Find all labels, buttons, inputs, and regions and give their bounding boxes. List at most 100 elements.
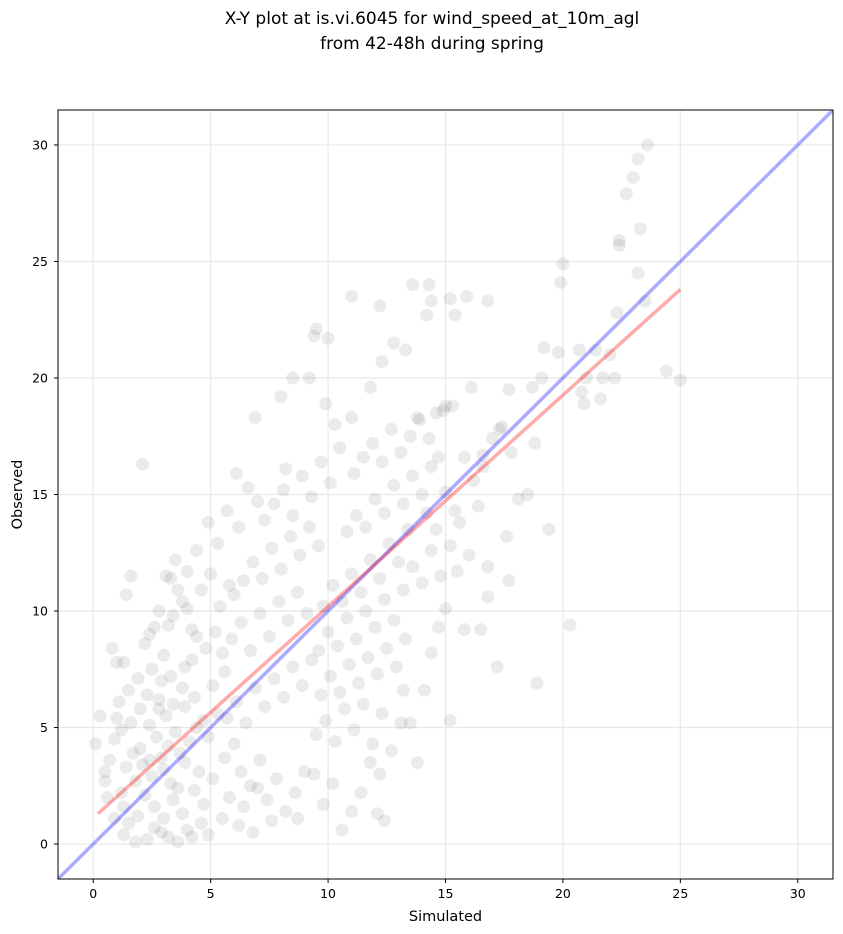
data-point <box>319 397 333 411</box>
scatter-points <box>89 138 687 849</box>
data-point <box>502 383 516 397</box>
data-point <box>171 835 185 849</box>
data-point <box>98 774 112 788</box>
data-point <box>274 390 288 404</box>
data-point <box>366 737 380 751</box>
data-point <box>175 595 189 609</box>
data-point <box>342 658 356 672</box>
data-point <box>422 278 436 292</box>
data-point <box>608 371 622 385</box>
data-point <box>633 222 647 236</box>
data-point <box>199 641 213 655</box>
x-tick-label: 10 <box>320 886 336 901</box>
data-point <box>218 665 232 679</box>
data-point <box>354 786 368 800</box>
data-point <box>168 553 182 567</box>
data-point <box>594 392 607 406</box>
data-point <box>157 762 171 776</box>
data-point <box>206 679 220 693</box>
data-point <box>171 583 185 597</box>
data-point <box>420 308 434 322</box>
data-point <box>450 564 464 578</box>
data-point <box>267 497 281 511</box>
data-point <box>443 714 457 728</box>
data-point <box>307 767 321 781</box>
data-point <box>129 835 142 849</box>
data-point <box>396 583 410 597</box>
data-point <box>314 455 328 469</box>
data-point <box>577 397 591 411</box>
data-point <box>265 814 279 828</box>
data-point <box>431 620 445 634</box>
data-point <box>457 450 471 464</box>
data-point <box>377 814 391 828</box>
data-point <box>178 660 192 674</box>
data-point <box>399 632 413 646</box>
data-point <box>392 555 406 569</box>
data-point <box>525 380 539 394</box>
data-point <box>467 474 481 488</box>
data-point <box>159 569 173 583</box>
data-point <box>244 644 258 658</box>
data-point <box>387 613 401 627</box>
data-point <box>246 555 260 569</box>
data-point <box>363 553 377 567</box>
data-point <box>98 765 112 779</box>
data-point <box>229 467 243 481</box>
data-point <box>100 790 114 804</box>
data-point <box>166 609 180 623</box>
data-point <box>373 571 387 585</box>
data-point <box>192 765 206 779</box>
data-point <box>481 560 495 574</box>
data-point <box>211 536 225 550</box>
grid-lines <box>58 110 833 879</box>
data-point <box>366 436 380 450</box>
data-point <box>175 681 189 695</box>
data-point <box>314 688 328 702</box>
data-point <box>389 660 403 674</box>
data-point <box>276 483 290 497</box>
data-point <box>323 476 337 490</box>
data-point <box>213 599 227 613</box>
data-point <box>415 488 429 501</box>
data-point <box>373 767 387 781</box>
data-point <box>370 807 384 821</box>
data-point <box>474 623 488 637</box>
data-point <box>237 574 251 588</box>
data-point <box>164 669 178 683</box>
data-point <box>640 138 654 152</box>
data-point <box>166 793 180 807</box>
data-point <box>387 478 401 492</box>
x-axis-label: Simulated <box>409 909 482 925</box>
data-point <box>476 460 490 474</box>
data-point <box>124 569 138 583</box>
data-point <box>229 695 243 709</box>
data-point <box>147 821 161 835</box>
data-point <box>511 492 525 506</box>
data-point <box>279 804 293 818</box>
data-point <box>253 753 267 767</box>
reference-lines <box>58 110 833 879</box>
data-point <box>424 294 438 308</box>
data-point <box>258 513 272 527</box>
data-point <box>154 674 168 688</box>
data-point <box>251 494 265 508</box>
data-point <box>446 399 460 413</box>
data-point <box>347 467 361 481</box>
data-point <box>316 599 330 613</box>
y-tick-label: 5 <box>40 720 48 735</box>
data-point <box>208 625 222 639</box>
data-point <box>185 623 199 637</box>
data-point <box>133 702 147 716</box>
data-point <box>319 714 333 728</box>
data-point <box>382 536 396 550</box>
data-point <box>161 618 175 632</box>
data-point <box>129 774 142 788</box>
y-tick-label: 0 <box>40 837 48 852</box>
data-point <box>429 522 443 536</box>
data-point <box>215 646 229 660</box>
data-point <box>556 257 570 271</box>
data-point <box>107 732 121 746</box>
data-point <box>161 830 175 844</box>
